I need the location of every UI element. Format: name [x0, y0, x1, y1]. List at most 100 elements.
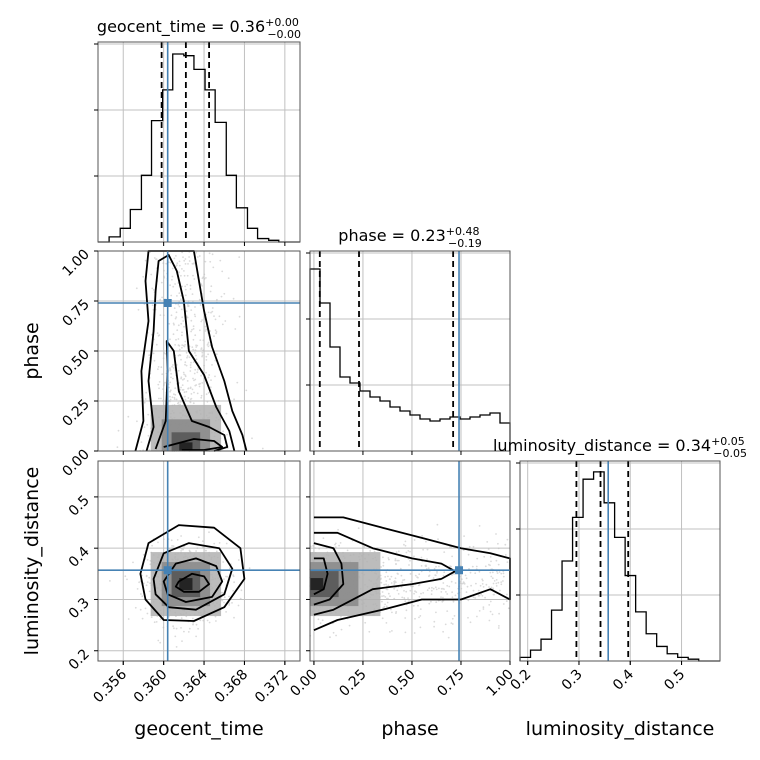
scatter-point-geocent-time-vs-phase-275: [177, 324, 180, 327]
scatter-point-phase-vs-luminosity-distance-473: [417, 604, 419, 607]
density-block-geocent-time-vs-luminosity-distance-3: [179, 578, 193, 591]
scatter-point-phase-vs-luminosity-distance-90: [447, 636, 450, 639]
xtick-label-luminosity-distance-1: 0.3: [559, 667, 586, 694]
scatter-point-geocent-time-vs-luminosity-distance-3: [138, 581, 141, 584]
scatter-point-geocent-time-vs-phase-487: [178, 292, 181, 294]
scatter-point-geocent-time-vs-phase-336: [172, 364, 174, 366]
scatter-point-geocent-time-vs-phase-490: [251, 437, 253, 440]
scatter-point-geocent-time-vs-luminosity-distance-544: [127, 618, 130, 620]
scatter-point-geocent-time-vs-phase-80: [199, 329, 201, 332]
scatter-point-phase-vs-luminosity-distance-686: [491, 613, 494, 616]
scatter-point-geocent-time-vs-luminosity-distance-481: [171, 547, 173, 550]
scatter-point-geocent-time-vs-phase-604: [205, 277, 207, 279]
scatter-point-phase-vs-luminosity-distance-493: [471, 565, 474, 568]
scatter-point-geocent-time-vs-phase-245: [177, 369, 180, 372]
scatter-point-geocent-time-vs-phase-467: [192, 325, 195, 328]
scatter-point-phase-vs-luminosity-distance-100: [401, 596, 404, 599]
scatter-point-phase-vs-luminosity-distance-347: [476, 557, 479, 560]
scatter-point-geocent-time-vs-phase-391: [180, 274, 182, 277]
scatter-point-geocent-time-vs-phase-647: [223, 292, 226, 295]
scatter-point-phase-vs-luminosity-distance-619: [385, 571, 388, 574]
scatter-point-phase-vs-luminosity-distance-73: [484, 596, 486, 599]
yaxis-label-phase: phase: [21, 322, 43, 379]
scatter-point-geocent-time-vs-phase-395: [201, 277, 204, 280]
scatter-point-geocent-time-vs-phase-321: [163, 276, 166, 279]
scatter-point-geocent-time-vs-phase-169: [181, 285, 184, 288]
scatter-point-geocent-time-vs-phase-71: [163, 269, 165, 272]
scatter-point-phase-vs-luminosity-distance-206: [453, 573, 456, 575]
scatter-point-geocent-time-vs-phase-619: [194, 306, 196, 308]
xtick-label-luminosity-distance-2: 0.4: [610, 666, 637, 693]
scatter-point-phase-vs-luminosity-distance-563: [443, 551, 446, 553]
scatter-point-geocent-time-vs-phase-370: [165, 262, 168, 265]
scatter-point-geocent-time-vs-phase-135: [176, 262, 179, 265]
scatter-point-geocent-time-vs-phase-520: [183, 373, 186, 376]
scatter-point-phase-vs-luminosity-distance-301: [390, 608, 392, 611]
scatter-point-geocent-time-vs-luminosity-distance-397: [218, 542, 221, 544]
scatter-point-geocent-time-vs-luminosity-distance-659: [144, 607, 147, 610]
scatter-point-geocent-time-vs-luminosity-distance-71: [223, 601, 225, 604]
scatter-point-geocent-time-vs-phase-93: [200, 396, 203, 399]
scatter-point-phase-vs-luminosity-distance-292: [430, 600, 432, 603]
scatter-point-geocent-time-vs-phase-365: [145, 391, 148, 394]
scatter-point-phase-vs-luminosity-distance-626: [495, 533, 497, 535]
scatter-point-phase-vs-luminosity-distance-91: [478, 525, 481, 527]
scatter-point-phase-vs-luminosity-distance-164: [502, 572, 505, 575]
scatter-point-geocent-time-vs-phase-686: [207, 353, 210, 356]
scatter-point-phase-vs-luminosity-distance-647: [454, 594, 457, 597]
scatter-point-phase-vs-luminosity-distance-14: [469, 621, 472, 624]
scatter-point-phase-vs-luminosity-distance-573: [395, 612, 397, 614]
scatter-point-phase-vs-luminosity-distance-351: [443, 571, 446, 574]
scatter-point-geocent-time-vs-phase-306: [200, 283, 203, 285]
scatter-point-geocent-time-vs-phase-228: [219, 259, 222, 262]
scatter-point-phase-vs-luminosity-distance-213: [497, 581, 500, 584]
scatter-point-geocent-time-vs-phase-62: [169, 338, 171, 341]
scatter-point-geocent-time-vs-luminosity-distance-362: [231, 602, 233, 604]
scatter-point-geocent-time-vs-luminosity-distance-432: [145, 574, 148, 577]
scatter-point-geocent-time-vs-phase-74: [215, 332, 218, 335]
scatter-point-phase-vs-luminosity-distance-328: [497, 563, 500, 566]
scatter-point-geocent-time-vs-phase-562: [178, 271, 181, 274]
scatter-point-phase-vs-luminosity-distance-308: [493, 580, 496, 582]
scatter-point-phase-vs-luminosity-distance-486: [440, 587, 443, 590]
scatter-point-phase-vs-luminosity-distance-223: [467, 553, 470, 556]
scatter-point-geocent-time-vs-phase-655: [172, 285, 175, 288]
scatter-point-geocent-time-vs-phase-134: [192, 274, 194, 277]
scatter-point-phase-vs-luminosity-distance-69: [465, 577, 468, 580]
scatter-point-geocent-time-vs-phase-343: [203, 364, 206, 367]
xtick-label-luminosity-distance-3: 0.5: [661, 667, 688, 694]
scatter-point-geocent-time-vs-phase-406: [209, 290, 212, 293]
scatter-point-geocent-time-vs-phase-689: [170, 314, 173, 317]
scatter-point-phase-vs-luminosity-distance-608: [381, 591, 384, 593]
scatter-point-phase-vs-luminosity-distance-203: [499, 589, 501, 592]
scatter-point-geocent-time-vs-phase-1: [184, 343, 187, 346]
scatter-point-phase-vs-luminosity-distance-591: [477, 595, 480, 597]
scatter-point-geocent-time-vs-phase-622: [155, 258, 157, 261]
scatter-point-geocent-time-vs-phase-513: [216, 298, 218, 301]
scatter-point-geocent-time-vs-luminosity-distance-445: [228, 604, 231, 606]
scatter-point-geocent-time-vs-phase-41: [183, 378, 186, 380]
scatter-point-geocent-time-vs-phase-54: [214, 318, 217, 321]
scatter-point-phase-vs-luminosity-distance-640: [340, 615, 342, 618]
scatter-point-geocent-time-vs-luminosity-distance-152: [146, 581, 149, 583]
scatter-point-phase-vs-luminosity-distance-446: [442, 596, 444, 599]
scatter-point-geocent-time-vs-phase-641: [201, 355, 204, 358]
contour-phase-vs-luminosity-distance-0: [313, 557, 329, 596]
scatter-point-phase-vs-luminosity-distance-580: [475, 565, 478, 568]
scatter-point-phase-vs-luminosity-distance-343: [472, 589, 475, 592]
scatter-point-geocent-time-vs-phase-320: [155, 343, 158, 346]
panel-title-value-luminosity-distance: luminosity_distance = 0.34: [493, 436, 711, 456]
scatter-point-geocent-time-vs-phase-699: [201, 351, 204, 354]
scatter-point-geocent-time-vs-luminosity-distance-405: [173, 627, 175, 630]
scatter-point-phase-vs-luminosity-distance-202: [428, 602, 431, 605]
scatter-point-phase-vs-luminosity-distance-449: [495, 582, 498, 585]
scatter-point-geocent-time-vs-phase-270: [175, 265, 178, 267]
scatter-point-geocent-time-vs-phase-227: [162, 388, 164, 390]
scatter-point-geocent-time-vs-phase-400: [203, 273, 206, 276]
scatter-point-geocent-time-vs-phase-446: [206, 344, 209, 346]
scatter-point-phase-vs-luminosity-distance-438: [380, 581, 383, 584]
scatter-point-geocent-time-vs-phase-676: [188, 256, 191, 258]
contour-geocent-time-vs-luminosity-distance-2: [152, 542, 234, 611]
scatter-point-geocent-time-vs-phase-390: [214, 375, 216, 378]
scatter-point-geocent-time-vs-phase-630: [169, 381, 172, 384]
